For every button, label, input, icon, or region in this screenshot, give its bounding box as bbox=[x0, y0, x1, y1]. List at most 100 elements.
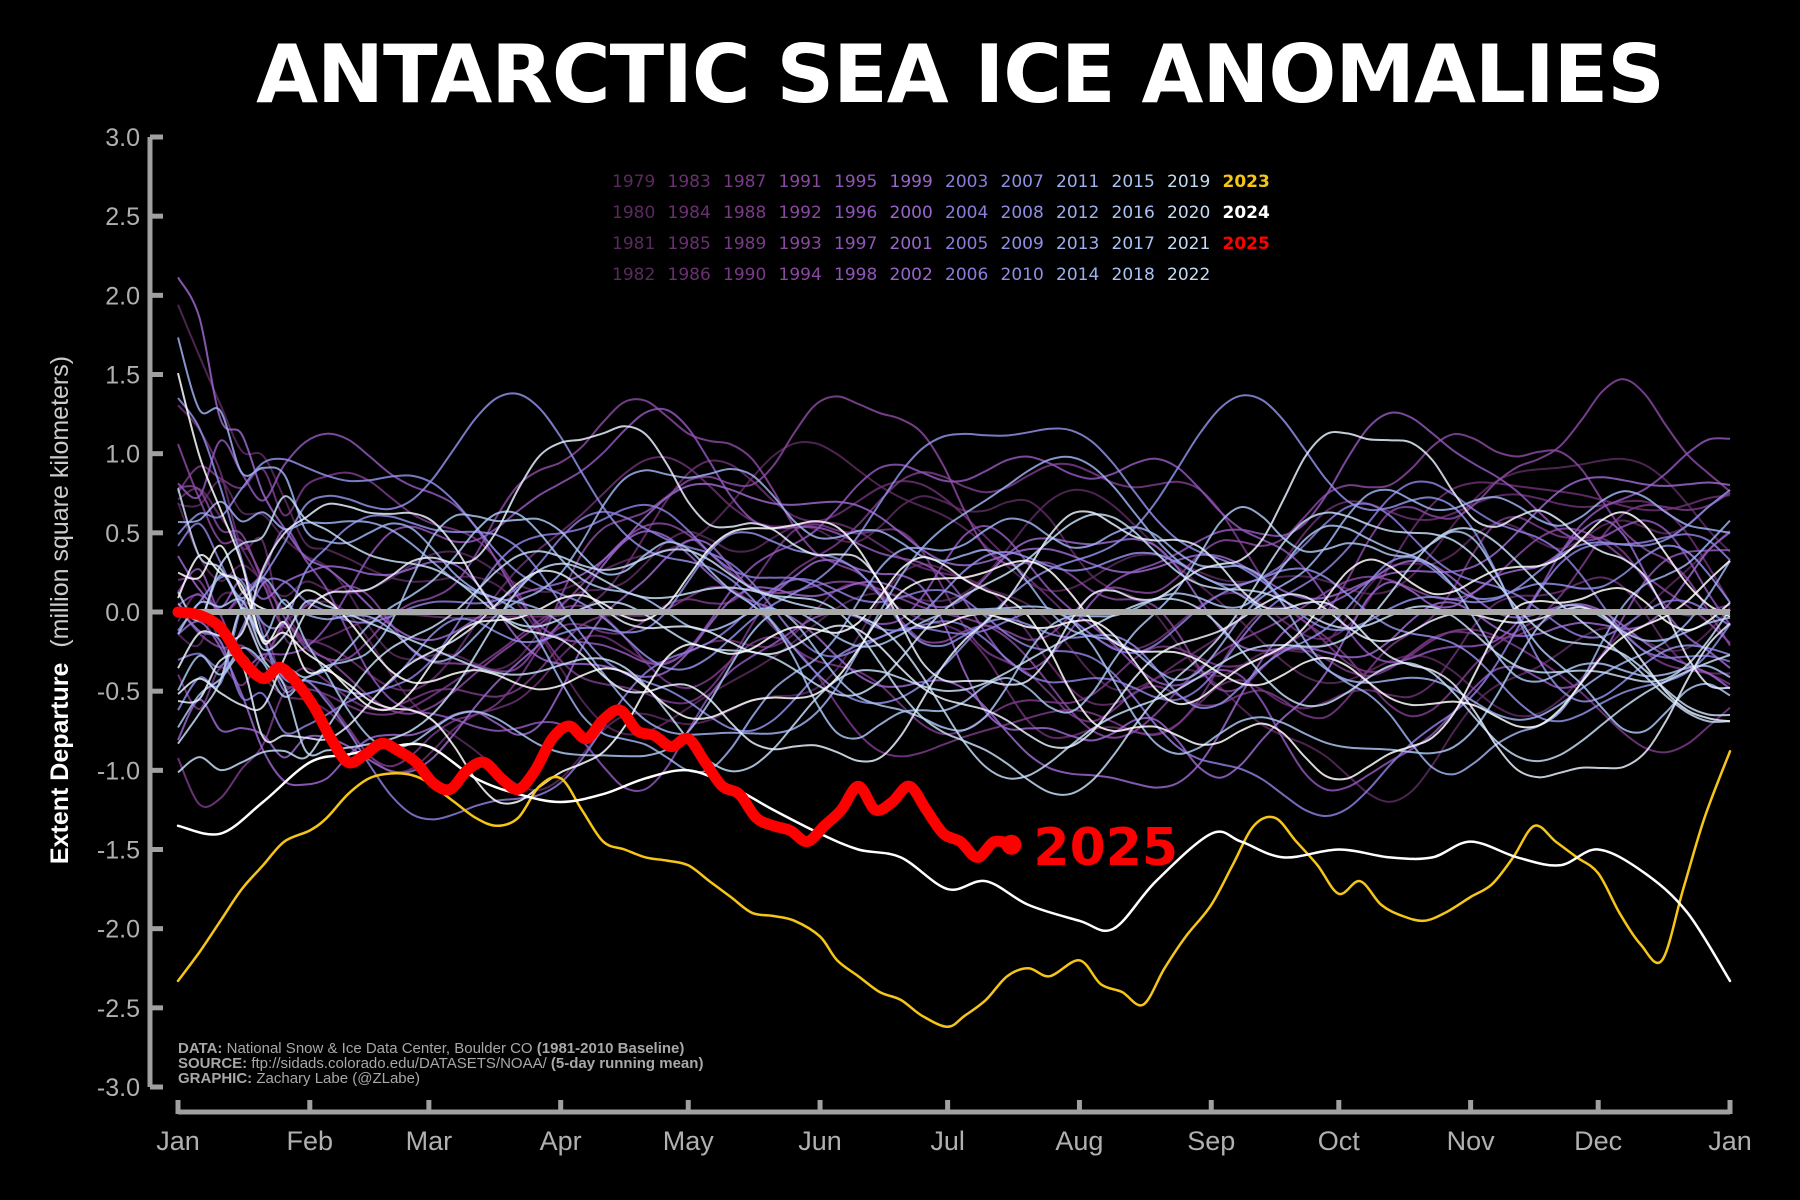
source-extra: (1981-2010 Baseline) bbox=[537, 1040, 685, 1057]
source-label: SOURCE: bbox=[178, 1055, 251, 1072]
x-tick-label: Jan bbox=[1708, 1126, 1752, 1156]
legend-year-1987: 1987 bbox=[723, 172, 766, 192]
x-tick-label: Sep bbox=[1187, 1126, 1235, 1156]
legend-year-1979: 1979 bbox=[612, 172, 655, 192]
background-year-line bbox=[177, 398, 1731, 662]
legend-year-1985: 1985 bbox=[668, 234, 711, 254]
legend-year-2005: 2005 bbox=[945, 234, 988, 254]
background-year-line bbox=[177, 488, 1731, 780]
background-year-line bbox=[177, 511, 1731, 796]
y-tick-label: 2.5 bbox=[105, 203, 140, 231]
legend-year-2018: 2018 bbox=[1112, 265, 1155, 285]
legend-year-2015: 2015 bbox=[1112, 172, 1155, 192]
x-tick-label: Aug bbox=[1055, 1126, 1103, 1156]
background-year-line bbox=[177, 604, 1731, 808]
source-credits: DATA: National Snow & Ice Data Center, B… bbox=[178, 1040, 703, 1087]
y-axis-label: Extent Departure (million square kilomet… bbox=[46, 356, 74, 864]
legend-year-1994: 1994 bbox=[779, 265, 822, 285]
y-tick-label: -1.0 bbox=[97, 757, 140, 785]
background-year-line bbox=[177, 378, 1731, 693]
x-tick-label: Dec bbox=[1574, 1126, 1622, 1156]
background-year-line bbox=[177, 276, 1731, 642]
y-tick-label: -3.0 bbox=[97, 1074, 140, 1102]
source-text: ftp://sidads.colorado.edu/DATASETS/NOAA/ bbox=[251, 1055, 551, 1072]
legend-year-1983: 1983 bbox=[668, 172, 711, 192]
legend-year-1988: 1988 bbox=[723, 203, 766, 223]
series-line-2025 bbox=[172, 606, 1017, 863]
legend-year-1991: 1991 bbox=[779, 172, 822, 192]
series-line-2024 bbox=[176, 742, 1732, 983]
legend-year-1981: 1981 bbox=[612, 234, 655, 254]
legend-year-2021: 2021 bbox=[1167, 234, 1210, 254]
background-year-line bbox=[177, 404, 1731, 706]
legend-year-1984: 1984 bbox=[668, 203, 711, 223]
legend-year-2010: 2010 bbox=[1001, 265, 1044, 285]
legend-year-2007: 2007 bbox=[1001, 172, 1044, 192]
legend-year-1980: 1980 bbox=[612, 203, 655, 223]
legend-year-1998: 1998 bbox=[834, 265, 877, 285]
legend-year-2004: 2004 bbox=[945, 203, 988, 223]
source-text: National Snow & Ice Data Center, Boulder… bbox=[227, 1040, 537, 1057]
legend-year-1990: 1990 bbox=[723, 265, 766, 285]
x-tick-label: Oct bbox=[1318, 1126, 1361, 1156]
legend-year-1996: 1996 bbox=[834, 203, 877, 223]
y-tick-label: 0.5 bbox=[105, 520, 140, 548]
background-year-line bbox=[177, 518, 1731, 787]
legend-year-1986: 1986 bbox=[668, 265, 711, 285]
y-tick-label: 3.0 bbox=[105, 124, 140, 152]
background-year-line bbox=[177, 425, 1731, 712]
background-year-line bbox=[177, 510, 1731, 732]
legend-year-2017: 2017 bbox=[1112, 234, 1155, 254]
background-year-line bbox=[177, 480, 1731, 735]
background-year-line bbox=[177, 432, 1731, 666]
highlight-series: 2025 bbox=[172, 606, 1732, 1029]
x-tick-label: Jul bbox=[930, 1126, 965, 1156]
legend-year-2024: 2024 bbox=[1223, 203, 1270, 223]
source-line: SOURCE: ftp://sidads.colorado.edu/DATASE… bbox=[178, 1055, 703, 1072]
source-label: GRAPHIC: bbox=[178, 1070, 256, 1087]
x-tick-label: Mar bbox=[406, 1126, 453, 1156]
legend-year-2006: 2006 bbox=[945, 265, 988, 285]
legend-year-2003: 2003 bbox=[945, 172, 988, 192]
legend-year-1992: 1992 bbox=[779, 203, 822, 223]
legend-year-2008: 2008 bbox=[1001, 203, 1044, 223]
background-year-line bbox=[177, 597, 1731, 773]
legend-year-2001: 2001 bbox=[890, 234, 933, 254]
y-tick-label: 0.0 bbox=[105, 599, 140, 627]
background-year-line bbox=[177, 505, 1731, 740]
legend-year-2016: 2016 bbox=[1112, 203, 1155, 223]
legend-year-2011: 2011 bbox=[1056, 172, 1099, 192]
legend-year-2014: 2014 bbox=[1056, 265, 1099, 285]
background-year-line bbox=[177, 522, 1731, 821]
year-legend: 1979 1983 1987 1991 1995 1999 2003 2007 2011 2015… bbox=[612, 172, 1270, 285]
background-year-line bbox=[177, 502, 1731, 779]
legend-year-2013: 2013 bbox=[1056, 234, 1099, 254]
y-tick-label: -2.0 bbox=[97, 916, 140, 944]
chart-title: ANTARCTIC SEA ICE ANOMALIES bbox=[256, 28, 1665, 121]
legend-year-1995: 1995 bbox=[834, 172, 877, 192]
background-year-line bbox=[177, 514, 1731, 733]
legend-year-2009: 2009 bbox=[1001, 234, 1044, 254]
series-end-dot-2025 bbox=[1001, 834, 1022, 855]
background-year-line bbox=[177, 495, 1731, 697]
source-text: Zachary Labe (@ZLabe) bbox=[256, 1070, 420, 1087]
background-year-line bbox=[177, 337, 1731, 776]
x-tick-label: May bbox=[663, 1126, 715, 1156]
source-extra: (5-day running mean) bbox=[551, 1055, 704, 1072]
background-year-lines bbox=[177, 276, 1731, 821]
legend-year-2025: 2025 bbox=[1223, 234, 1270, 254]
legend-year-2000: 2000 bbox=[890, 203, 933, 223]
y-tick-label: -2.5 bbox=[97, 995, 140, 1023]
background-year-line bbox=[177, 511, 1731, 712]
x-tick-label: Jan bbox=[156, 1126, 200, 1156]
background-year-line bbox=[177, 467, 1731, 682]
axes: 3.0 2.5 2.0 1.5 1.0 0.5 0.0 -0.5 -1.0 -1.5 -2.0 -2.… bbox=[97, 124, 1752, 1156]
legend-year-1982: 1982 bbox=[612, 265, 655, 285]
legend-year-2022: 2022 bbox=[1167, 265, 1210, 285]
legend-year-1999: 1999 bbox=[890, 172, 933, 192]
legend-year-2020: 2020 bbox=[1167, 203, 1210, 223]
y-tick-label: -0.5 bbox=[97, 678, 140, 706]
legend-year-1993: 1993 bbox=[779, 234, 822, 254]
y-tick-label: 1.0 bbox=[105, 441, 140, 469]
background-year-line bbox=[177, 397, 1731, 710]
